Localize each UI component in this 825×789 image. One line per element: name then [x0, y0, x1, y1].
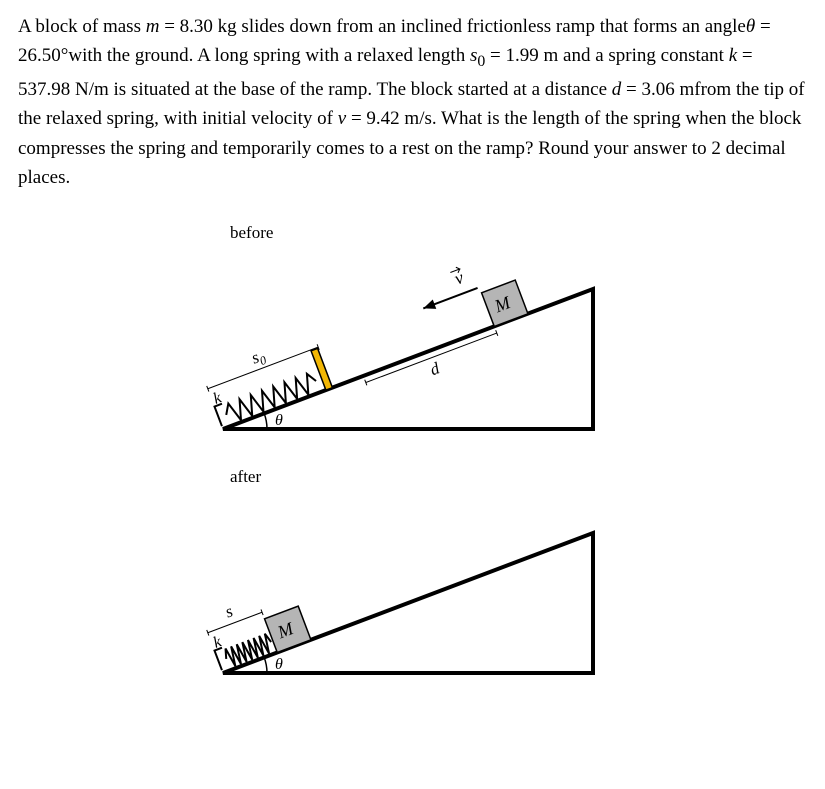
problem-statement: A block of mass m = 8.30 kg slides down …: [0, 0, 825, 193]
s-label: s: [222, 601, 235, 621]
val-s0: 1.99 m: [506, 45, 559, 66]
text: is situated at the base of the ramp. The…: [109, 79, 612, 100]
k-label: k: [211, 388, 224, 407]
after-diagram: θ M s k: [203, 493, 623, 693]
var-theta: θ: [746, 16, 755, 37]
text: =: [159, 16, 179, 37]
theta-label-after: θ: [275, 656, 283, 673]
var-v: v: [338, 108, 346, 129]
val-m: 8.30 kg: [180, 16, 237, 37]
angle-arc: [264, 413, 267, 429]
text: =: [621, 79, 641, 100]
s0-label: s0: [248, 345, 268, 370]
text: with the ground. A long spring with a re…: [68, 45, 470, 66]
val-theta: 26.50: [18, 45, 61, 66]
text: =: [485, 45, 505, 66]
s-bracket: [206, 609, 262, 635]
val-v: 9.42 m/s: [366, 108, 431, 129]
d-label: d: [427, 358, 442, 379]
after-label: after: [230, 467, 825, 487]
theta-label: θ: [275, 412, 283, 429]
text: and a spring constant: [558, 45, 728, 66]
s0-bracket: [206, 344, 319, 391]
before-diagram: θ s0 k d M: [203, 249, 623, 449]
angle-arc-after: [264, 657, 267, 673]
val-d: 3.06 m: [641, 79, 694, 100]
text: A block of mass: [18, 16, 146, 37]
text: =: [737, 45, 752, 66]
var-k: k: [729, 45, 737, 66]
velocity-arrowhead: [421, 299, 436, 313]
spring-stop-plate: [311, 348, 332, 390]
text: =: [346, 108, 366, 129]
var-d: d: [612, 79, 622, 100]
figure-area: before θ s0 k d: [0, 193, 825, 693]
before-label: before: [230, 223, 825, 243]
d-bracket: [364, 330, 497, 385]
text: slides down from an inclined frictionles…: [237, 16, 746, 37]
ramp-triangle: [223, 289, 593, 429]
text: =: [755, 16, 770, 37]
val-k: 537.98 N/m: [18, 79, 109, 100]
var-m: m: [146, 16, 160, 37]
k-label-after: k: [211, 632, 224, 651]
